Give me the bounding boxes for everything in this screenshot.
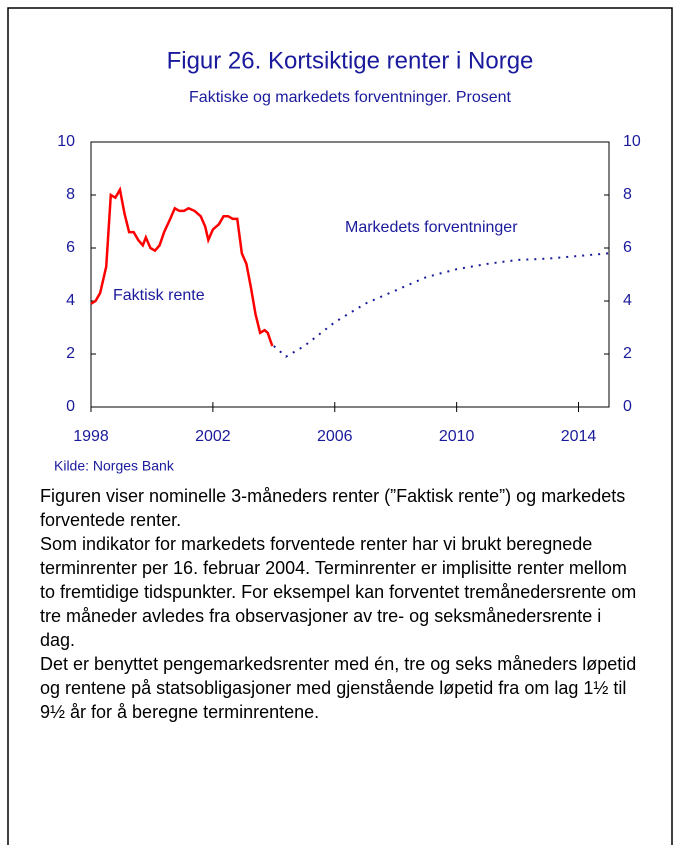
y2-tick-label: 10 bbox=[623, 133, 641, 150]
y-tick-label: 2 bbox=[66, 345, 75, 362]
y-tick-label: 0 bbox=[66, 398, 75, 415]
y2-tick-label: 2 bbox=[623, 345, 632, 362]
y2-tick-label: 0 bbox=[623, 398, 632, 415]
y2-tick-label: 4 bbox=[623, 292, 632, 309]
chart-title: Figur 26. Kortsiktige renter i Norge bbox=[167, 47, 534, 74]
x-tick-label: 2006 bbox=[317, 428, 353, 445]
paragraph: Det er benyttet pengemarkedsrenter med é… bbox=[40, 654, 637, 722]
x-tick-label: 1998 bbox=[73, 428, 109, 445]
series-label: Faktisk rente bbox=[113, 287, 205, 304]
y-tick-label: 8 bbox=[66, 186, 75, 203]
description: Figuren viser nominelle 3-måneders rente… bbox=[40, 484, 640, 724]
x-tick-label: 2002 bbox=[195, 428, 231, 445]
paragraph: Som indikator for markedets forventede r… bbox=[40, 534, 637, 650]
source: Kilde: Norges Bank bbox=[54, 458, 175, 474]
plot-area bbox=[90, 141, 610, 408]
x-tick-label: 2010 bbox=[439, 428, 475, 445]
y2-tick-label: 6 bbox=[623, 239, 632, 256]
y2-tick-label: 8 bbox=[623, 186, 632, 203]
series-label: Markedets forventninger bbox=[345, 219, 518, 236]
series-line bbox=[90, 186, 274, 347]
paragraph: Figuren viser nominelle 3-måneders rente… bbox=[40, 486, 626, 530]
y-tick-label: 4 bbox=[66, 292, 75, 309]
x-tick-label: 2014 bbox=[561, 428, 597, 445]
chart-subtitle: Faktiske og markedets forventninger. Pro… bbox=[189, 89, 511, 106]
series-line bbox=[273, 252, 610, 358]
y-tick-label: 6 bbox=[66, 239, 75, 256]
frame bbox=[7, 7, 673, 845]
y-tick-label: 10 bbox=[57, 133, 75, 150]
